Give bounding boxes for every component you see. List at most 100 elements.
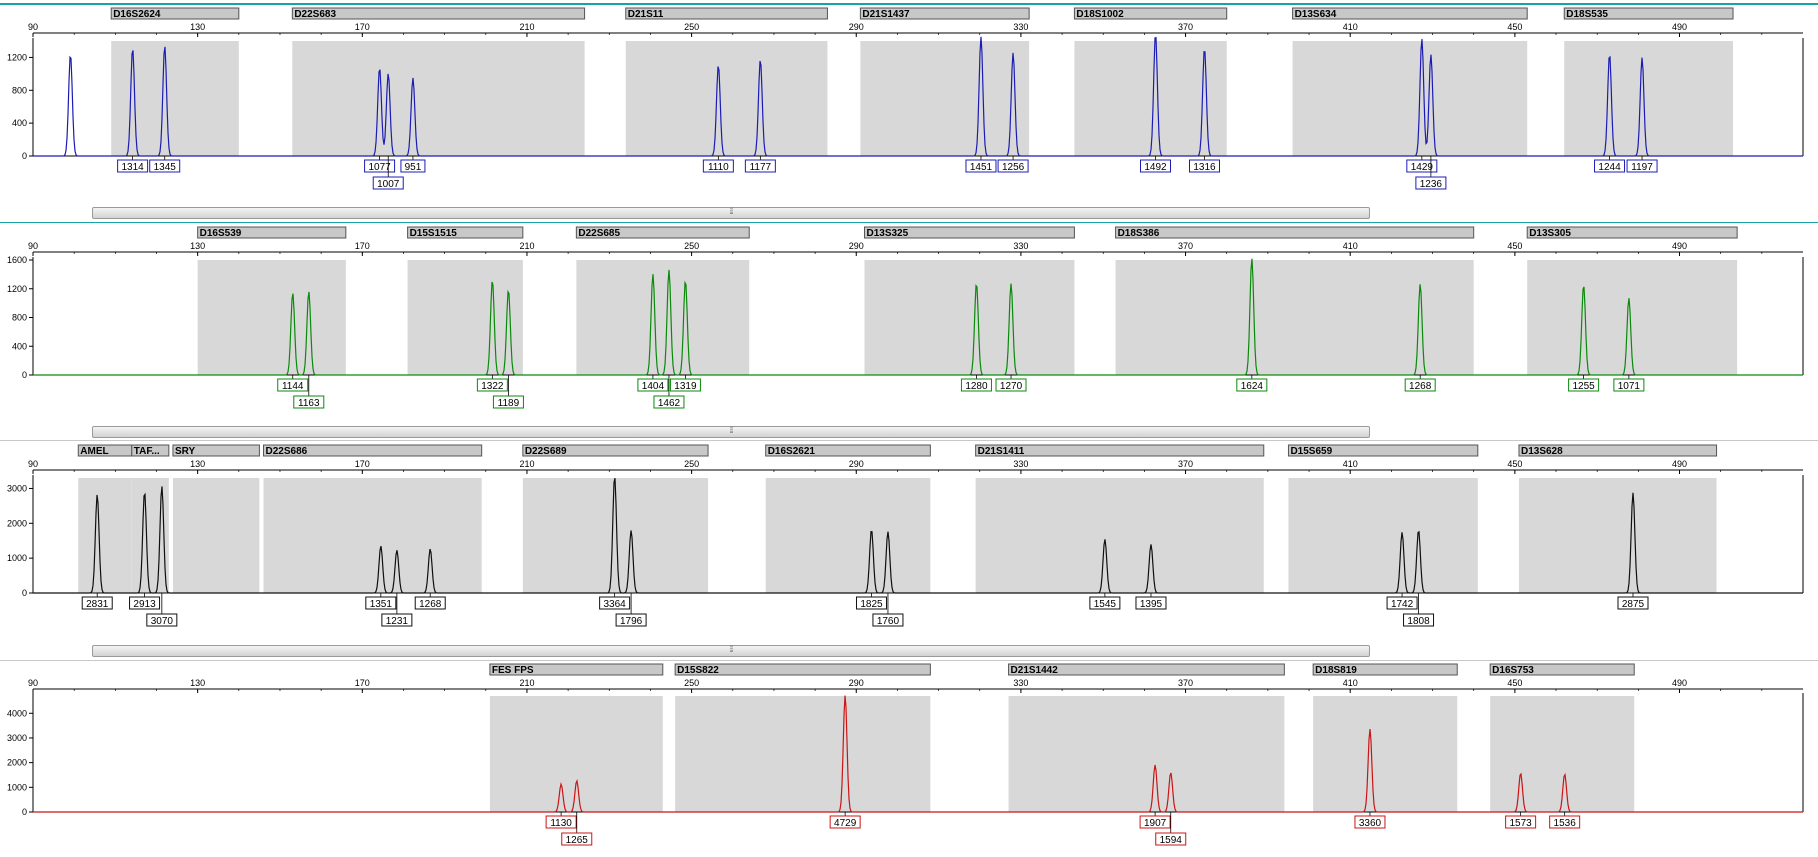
peak-height-box[interactable]	[653, 395, 685, 409]
peak-height-box[interactable]	[545, 815, 577, 829]
peak-height-box[interactable]	[561, 832, 593, 846]
peak-height-box[interactable]	[1568, 378, 1600, 392]
peak-height-box[interactable]	[1406, 159, 1438, 173]
peak-height-box[interactable]	[1626, 159, 1658, 173]
peak-height-label: 1268	[419, 599, 442, 610]
marker-box[interactable]	[1115, 226, 1475, 239]
peak-height-box[interactable]	[1617, 596, 1649, 610]
peak-height-box[interactable]	[1404, 378, 1436, 392]
peak-height-box[interactable]	[997, 159, 1029, 173]
marker-box[interactable]	[489, 663, 664, 676]
size-tick-label: 290	[849, 459, 864, 469]
peak-height-box[interactable]	[965, 159, 997, 173]
peak-height-label: 1545	[1094, 599, 1117, 610]
size-tick-label: 410	[1343, 22, 1358, 32]
peak-height-box[interactable]	[293, 395, 325, 409]
peak-height-box[interactable]	[829, 815, 861, 829]
peak-height-box[interactable]	[599, 596, 631, 610]
peak-height-box[interactable]	[744, 159, 776, 173]
peak-height-label: 1624	[1241, 381, 1264, 392]
marker-box[interactable]	[263, 444, 483, 457]
size-tick-label: 250	[684, 459, 699, 469]
peak-height-box[interactable]	[381, 613, 413, 627]
marker-box[interactable]	[863, 226, 1075, 239]
peak-height-box[interactable]	[1505, 815, 1537, 829]
peak-height-box[interactable]	[149, 159, 181, 173]
horizontal-scrollbar-1[interactable]: ⦙⦙⦙	[92, 207, 1370, 219]
peak-height-box[interactable]	[372, 176, 404, 190]
marker-box[interactable]	[1073, 7, 1228, 20]
marker-box[interactable]	[1489, 663, 1635, 676]
peak-height-label: 3364	[604, 599, 627, 610]
horizontal-scrollbar-2[interactable]: ⦙⦙⦙	[92, 426, 1370, 438]
marker-box[interactable]	[859, 7, 1030, 20]
peak-height-box[interactable]	[1549, 815, 1581, 829]
marker-box[interactable]	[131, 444, 170, 457]
size-tick-label: 250	[684, 22, 699, 32]
marker-box[interactable]	[1312, 663, 1458, 676]
marker-label: D16S753	[1492, 665, 1534, 676]
peak-height-box[interactable]	[1354, 815, 1386, 829]
marker-box[interactable]	[625, 7, 828, 20]
peak-height-box[interactable]	[277, 378, 309, 392]
peak-height-box[interactable]	[995, 378, 1027, 392]
peak-height-label: 1110	[708, 162, 729, 173]
marker-box[interactable]	[291, 7, 586, 20]
peak-height-box[interactable]	[414, 596, 446, 610]
marker-box[interactable]	[522, 444, 709, 457]
peak-height-box[interactable]	[364, 159, 396, 173]
peak-height-box[interactable]	[1140, 159, 1172, 173]
marker-box[interactable]	[407, 226, 524, 239]
electropherogram-panel-green: D16S539 D15S1515 D22S685 D13S325 D18S386 D13S…	[7, 226, 1804, 409]
peak-height-box[interactable]	[855, 596, 887, 610]
marker-box[interactable]	[1526, 226, 1738, 239]
marker-label: D15S822	[677, 665, 719, 676]
marker-box[interactable]	[1518, 444, 1718, 457]
peak-height-box[interactable]	[1135, 596, 1167, 610]
size-tick-label: 90	[28, 459, 38, 469]
trace-line	[33, 477, 1803, 594]
peak-height-box[interactable]	[637, 378, 669, 392]
marker-box[interactable]	[575, 226, 750, 239]
peak-height-box[interactable]	[615, 613, 647, 627]
peak-height-box[interactable]	[1594, 159, 1626, 173]
peak-height-label: 1345	[154, 162, 177, 173]
peak-height-box[interactable]	[669, 378, 701, 392]
peak-height-box[interactable]	[492, 395, 524, 409]
peak-height-box[interactable]	[1139, 815, 1171, 829]
marker-box[interactable]	[1292, 7, 1528, 20]
peak-height-box[interactable]	[872, 613, 904, 627]
marker-box[interactable]	[975, 444, 1265, 457]
marker-box[interactable]	[197, 226, 347, 239]
peak-height-box[interactable]	[1188, 159, 1220, 173]
peak-height-box[interactable]	[702, 159, 734, 173]
marker-box[interactable]	[172, 444, 260, 457]
peak-height-box[interactable]	[146, 613, 178, 627]
marker-box[interactable]	[1008, 663, 1285, 676]
peak-height-box[interactable]	[960, 378, 992, 392]
allele-bin-d16s2621	[765, 478, 931, 593]
peak-height-box[interactable]	[400, 159, 426, 173]
peak-height-label: 951	[405, 162, 422, 173]
peak-height-box[interactable]	[129, 596, 161, 610]
peak-height-box[interactable]	[1415, 176, 1447, 190]
horizontal-scrollbar-3[interactable]: ⦙⦙⦙	[92, 645, 1370, 657]
peak-height-box[interactable]	[1236, 378, 1268, 392]
marker-box[interactable]	[1563, 7, 1734, 20]
peak-height-box[interactable]	[1089, 596, 1121, 610]
marker-box[interactable]	[1287, 444, 1479, 457]
peak-height-box[interactable]	[1613, 378, 1645, 392]
peak-height-box[interactable]	[476, 378, 508, 392]
peak-height-box[interactable]	[117, 159, 149, 173]
marker-label: D18S819	[1315, 665, 1357, 676]
marker-box[interactable]	[110, 7, 240, 20]
peak-height-box[interactable]	[1403, 613, 1435, 627]
marker-box[interactable]	[765, 444, 931, 457]
peak-height-box[interactable]	[1386, 596, 1418, 610]
peak-height-box[interactable]	[1155, 832, 1187, 846]
peak-height-box[interactable]	[365, 596, 397, 610]
marker-label: D13S325	[866, 228, 908, 239]
peak-height-box[interactable]	[81, 596, 113, 610]
marker-box[interactable]	[674, 663, 931, 676]
grip-icon: ⦙⦙⦙	[729, 426, 733, 436]
